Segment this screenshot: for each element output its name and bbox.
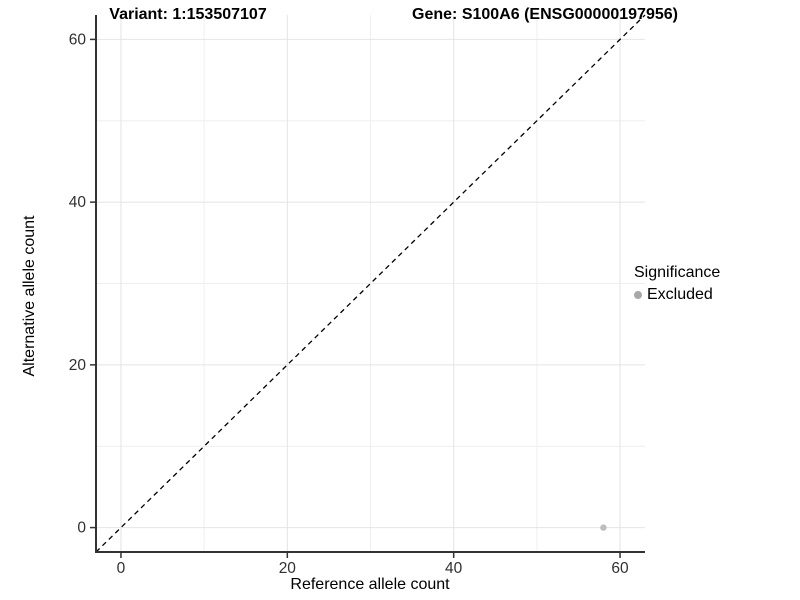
x-axis-title: Reference allele count	[290, 576, 450, 593]
data-point	[600, 524, 607, 531]
y-tick-label: 20	[69, 357, 87, 374]
x-tick-label: 20	[279, 560, 297, 577]
x-tick-label: 60	[611, 560, 629, 577]
legend-item-excluded: Excluded	[634, 286, 720, 304]
y-axis-title: Alternative allele count	[21, 215, 38, 377]
y-tick-label: 60	[69, 31, 87, 48]
identity-dashed-line	[95, 14, 646, 553]
legend-point-icon	[634, 291, 642, 299]
legend-item-label: Excluded	[647, 286, 713, 303]
y-tick-label: 0	[77, 520, 86, 537]
y-tick-label: 40	[69, 194, 87, 211]
x-tick-label: 0	[117, 560, 126, 577]
plot-title-variant: Variant: 1:153507107	[109, 6, 267, 23]
legend-title: Significance	[634, 264, 721, 281]
legend: Significance Excluded	[634, 264, 720, 304]
plot-title-gene: Gene: S100A6 (ENSG00000197956)	[412, 6, 678, 23]
x-tick-label: 40	[445, 560, 463, 577]
